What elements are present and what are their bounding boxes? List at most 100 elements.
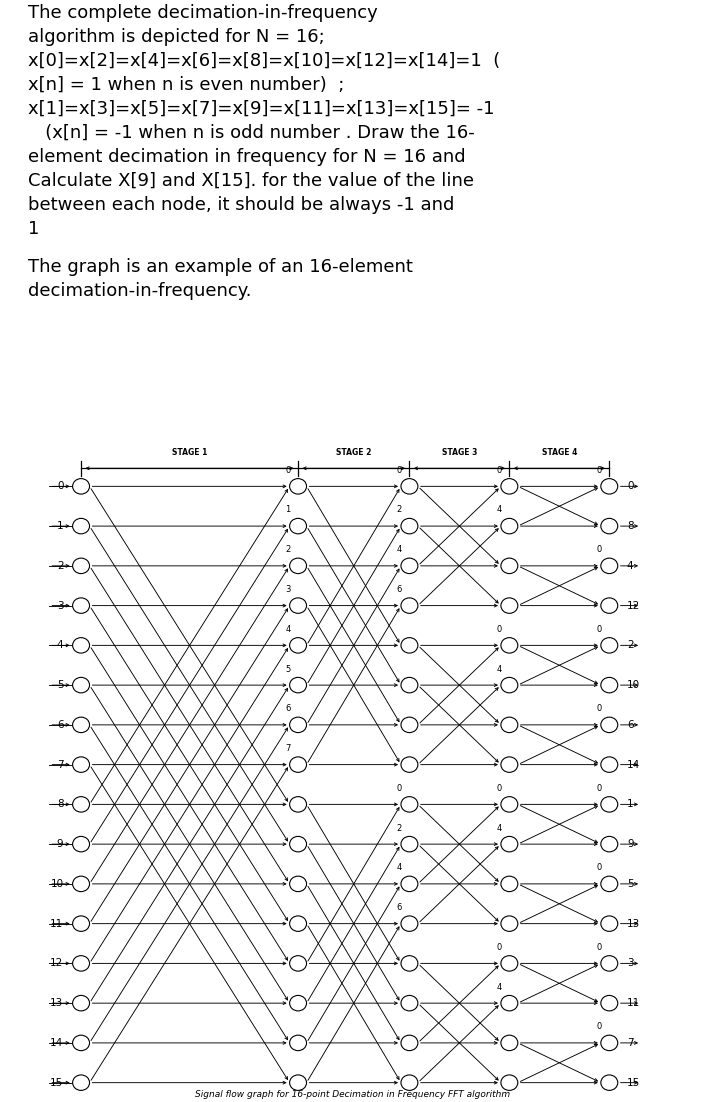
Text: 5: 5 xyxy=(286,665,290,673)
Circle shape xyxy=(73,598,90,614)
Circle shape xyxy=(401,916,418,931)
Text: STAGE 2: STAGE 2 xyxy=(336,447,372,456)
Circle shape xyxy=(501,598,517,614)
Circle shape xyxy=(73,518,90,533)
Text: 4: 4 xyxy=(496,983,502,992)
Text: 8: 8 xyxy=(627,521,634,531)
Text: STAGE 1: STAGE 1 xyxy=(172,447,207,456)
Text: 0: 0 xyxy=(596,625,602,634)
Text: 12: 12 xyxy=(627,601,640,611)
Circle shape xyxy=(73,757,90,773)
Text: 2: 2 xyxy=(397,506,402,515)
Text: 0: 0 xyxy=(596,466,602,475)
Text: decimation-in-frequency.: decimation-in-frequency. xyxy=(28,282,252,300)
Text: STAGE 4: STAGE 4 xyxy=(541,447,577,456)
Circle shape xyxy=(73,478,90,494)
Circle shape xyxy=(401,678,418,693)
Circle shape xyxy=(601,678,618,693)
Text: 4: 4 xyxy=(397,545,402,554)
Text: 7: 7 xyxy=(57,759,63,769)
Circle shape xyxy=(73,836,90,852)
Text: 9: 9 xyxy=(57,839,63,850)
Text: 1: 1 xyxy=(28,219,39,238)
Circle shape xyxy=(73,638,90,653)
Text: 11: 11 xyxy=(627,998,640,1008)
Circle shape xyxy=(401,757,418,773)
Circle shape xyxy=(501,836,517,852)
Text: 0: 0 xyxy=(627,482,633,491)
Circle shape xyxy=(601,995,618,1011)
Text: 4: 4 xyxy=(496,506,502,515)
Circle shape xyxy=(73,558,90,573)
Text: 4: 4 xyxy=(286,625,290,634)
Circle shape xyxy=(501,717,517,733)
Text: The complete decimation-in-frequency: The complete decimation-in-frequency xyxy=(28,4,378,22)
Text: 2: 2 xyxy=(286,545,290,554)
Text: 15: 15 xyxy=(627,1078,640,1088)
Text: 3: 3 xyxy=(57,601,63,611)
Text: 2: 2 xyxy=(397,823,402,832)
Text: 4: 4 xyxy=(627,561,634,571)
Text: 4: 4 xyxy=(57,640,63,650)
Circle shape xyxy=(501,1074,517,1090)
Circle shape xyxy=(290,995,307,1011)
Text: Signal flow graph for 16-point Decimation in Frequency FFT algorithm: Signal flow graph for 16-point Decimatio… xyxy=(195,1090,510,1099)
Circle shape xyxy=(601,797,618,812)
Circle shape xyxy=(290,478,307,494)
Text: 4: 4 xyxy=(397,863,402,873)
Text: 0: 0 xyxy=(397,784,402,792)
Circle shape xyxy=(73,717,90,733)
Circle shape xyxy=(401,518,418,533)
Circle shape xyxy=(501,916,517,931)
Circle shape xyxy=(73,995,90,1011)
Circle shape xyxy=(401,995,418,1011)
Text: 0: 0 xyxy=(596,545,602,554)
Text: 1: 1 xyxy=(627,799,634,809)
Text: 0: 0 xyxy=(596,943,602,952)
Circle shape xyxy=(73,916,90,931)
Circle shape xyxy=(401,598,418,614)
Circle shape xyxy=(73,955,90,971)
Text: STAGE 3: STAGE 3 xyxy=(442,447,477,456)
Text: 0: 0 xyxy=(596,863,602,873)
Circle shape xyxy=(501,678,517,693)
Text: 6: 6 xyxy=(397,585,402,594)
Circle shape xyxy=(290,1035,307,1050)
Circle shape xyxy=(601,717,618,733)
Text: Calculate X[9] and X[15]. for the value of the line: Calculate X[9] and X[15]. for the value … xyxy=(28,172,474,190)
Circle shape xyxy=(501,638,517,653)
Text: element decimation in frequency for N = 16 and: element decimation in frequency for N = … xyxy=(28,148,466,165)
Text: 14: 14 xyxy=(50,1038,63,1048)
Circle shape xyxy=(290,757,307,773)
Circle shape xyxy=(401,797,418,812)
Circle shape xyxy=(501,995,517,1011)
Text: 5: 5 xyxy=(57,680,63,690)
Text: 0: 0 xyxy=(496,784,502,792)
Circle shape xyxy=(601,1074,618,1090)
Text: 0: 0 xyxy=(596,1023,602,1031)
Circle shape xyxy=(601,598,618,614)
Text: 6: 6 xyxy=(397,903,402,912)
Text: 7: 7 xyxy=(627,1038,634,1048)
Text: 0: 0 xyxy=(496,625,502,634)
Circle shape xyxy=(73,876,90,892)
Text: 5: 5 xyxy=(627,879,634,889)
Circle shape xyxy=(73,678,90,693)
Text: 3: 3 xyxy=(627,959,634,969)
Text: x[1]=x[3]=x[5]=x[7]=x[9]=x[11]=x[13]=x[15]= -1: x[1]=x[3]=x[5]=x[7]=x[9]=x[11]=x[13]=x[1… xyxy=(28,100,495,118)
Text: 4: 4 xyxy=(496,665,502,673)
Text: between each node, it should be always -1 and: between each node, it should be always -… xyxy=(28,195,455,214)
Text: 10: 10 xyxy=(50,879,63,889)
Circle shape xyxy=(601,518,618,533)
Circle shape xyxy=(290,598,307,614)
Circle shape xyxy=(290,916,307,931)
Text: 6: 6 xyxy=(627,720,634,730)
Circle shape xyxy=(501,558,517,573)
Circle shape xyxy=(601,955,618,971)
Circle shape xyxy=(501,797,517,812)
Circle shape xyxy=(401,1074,418,1090)
Circle shape xyxy=(401,478,418,494)
Circle shape xyxy=(601,916,618,931)
Circle shape xyxy=(401,717,418,733)
Text: 13: 13 xyxy=(50,998,63,1008)
